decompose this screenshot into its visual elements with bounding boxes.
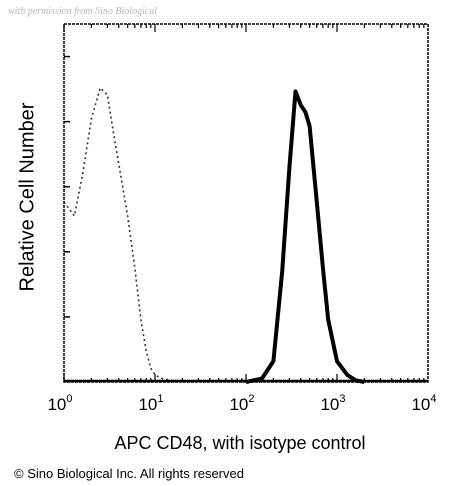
x-axis-label: APC CD48, with isotype control	[114, 433, 366, 453]
x-tick-label: 104	[411, 393, 436, 414]
x-tick-label: 101	[138, 393, 163, 414]
x-axis-ticks	[63, 24, 425, 382]
x-tick-label: 100	[47, 393, 72, 414]
y-axis-label: Relative Cell Number	[16, 102, 39, 292]
copyright-text: © Sino Biological Inc. All rights reserv…	[14, 466, 244, 481]
plot-frame	[63, 23, 429, 383]
x-tick-labels: 100 101 102 103 104	[47, 393, 436, 414]
cd48-stained-curve	[245, 89, 365, 384]
isotype-control-curve	[63, 87, 183, 383]
x-tick-label: 103	[320, 393, 345, 414]
series-layer	[63, 87, 428, 384]
watermark-text: with permission from Sino Biological	[8, 6, 158, 17]
y-axis-ticks	[64, 55, 70, 318]
x-tick-label: 102	[229, 393, 254, 414]
